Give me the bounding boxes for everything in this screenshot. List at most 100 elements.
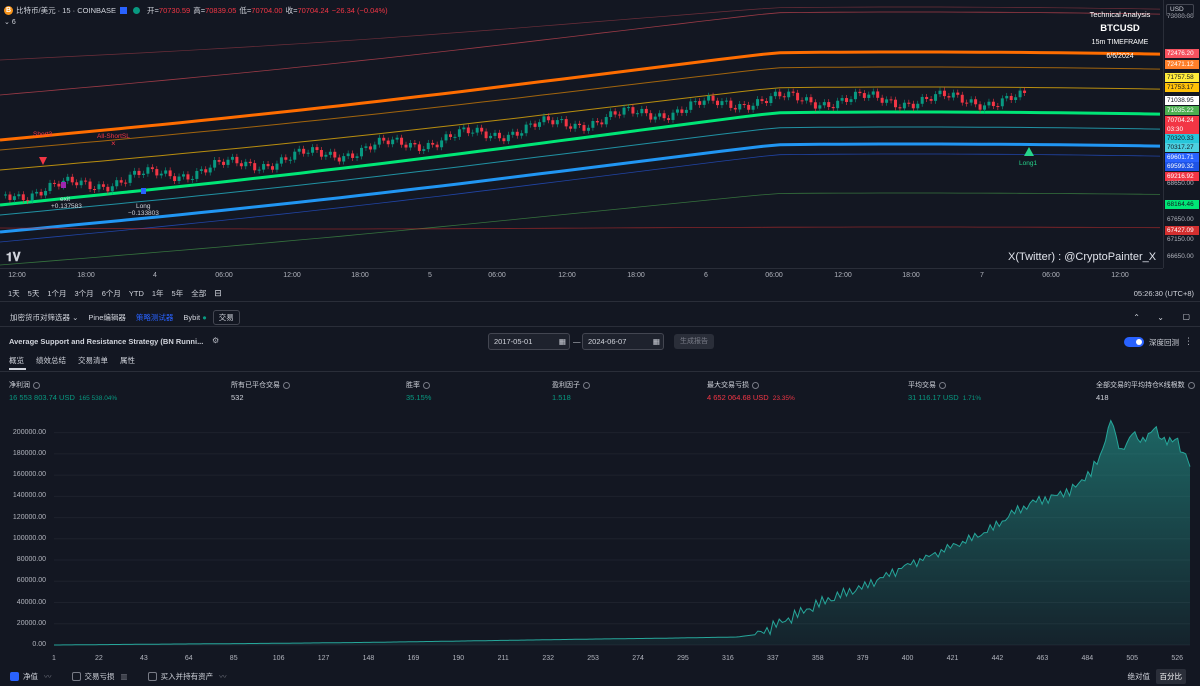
time-axis-label: 06:00 [215,272,233,279]
stat-label: 所有已平仓交易 [231,380,290,390]
candle [698,101,702,105]
candle [502,138,506,142]
tradingview-logo-icon[interactable]: 𝟏𝐕 [6,250,21,264]
candle [974,99,978,105]
buy-hold-checkbox[interactable] [147,672,157,681]
range-5d[interactable]: 5天 [27,289,40,298]
price-axis-label: 67150.00 [1167,236,1194,243]
equity-y-tick: 20000.00 [16,619,46,627]
tab-overview[interactable]: 概览 [9,356,24,365]
candle [426,142,430,150]
date-from-input[interactable]: 2017-05-01 ▦ [488,333,570,350]
symbol-title[interactable]: 比特币/美元 · 15 · COINBASE [16,5,117,15]
equity-chart[interactable] [0,410,1200,666]
tab-pine-editor[interactable]: Pine编辑器 [88,313,126,322]
info-icon[interactable] [583,381,590,389]
chevron-down-icon[interactable]: ⌄ [1157,313,1164,322]
tab-performance[interactable]: 绩效总结 [36,356,66,365]
info-icon[interactable] [283,381,290,389]
candle [551,120,555,125]
time-axis-label: 12:00 [8,272,26,279]
stat-label: 盈利因子 [552,380,590,390]
range-1m[interactable]: 1个月 [47,289,67,298]
overlay-line-1: Technical Analysis [1089,10,1151,19]
indicator-band [0,226,1161,230]
candle [319,150,323,157]
price-chart-canvas[interactable] [0,0,1163,268]
range-5y[interactable]: 5年 [171,289,184,298]
candle [168,170,172,177]
equity-checkbox[interactable] [10,672,19,681]
candle [466,127,470,134]
candle [684,109,688,113]
time-axis-label: 12:00 [283,272,301,279]
candle [996,106,1000,108]
candle [618,114,622,116]
price-axis-label: 71038.95 [1165,96,1199,105]
tab-trade-list[interactable]: 交易清单 [78,356,108,365]
trade-button[interactable]: 交易 [212,310,240,325]
range-3m[interactable]: 3个月 [74,289,94,298]
tab-strategy-tester[interactable]: 策略测试器 [135,313,174,322]
candle [894,99,897,108]
candle [675,109,679,113]
candle [569,126,573,129]
range-1d[interactable]: 1天 [8,289,20,298]
range-bar: 1天 5天 1个月 3个月 6个月 YTD 1年 5年 全部 ⊟ 05:26:3… [0,286,1200,302]
indicator-count-value: 6 [11,19,16,26]
range-1y[interactable]: 1年 [151,289,164,298]
time-axis-label: 18:00 [351,272,369,279]
strategy-title[interactable]: Average Support and Resistance Strategy … [9,337,204,346]
more-icon[interactable]: ⋮ [1184,336,1193,346]
candle [395,137,399,140]
drawdown-checkbox[interactable] [71,672,81,681]
indicator-band [0,110,1161,207]
range-ytd[interactable]: YTD [128,289,144,298]
generate-report-button[interactable]: 生成报告 [674,334,714,349]
candle [542,116,546,123]
status-dot-icon: ● [202,313,207,322]
info-icon[interactable] [1187,381,1195,389]
candle [529,123,533,125]
maximize-icon[interactable]: ▢ [1182,312,1190,321]
candle [373,144,377,150]
settings-icon[interactable]: ⚙ [212,336,220,345]
tab-properties[interactable]: 属性 [120,356,135,365]
candle [88,181,92,190]
info-icon[interactable] [423,381,430,389]
candle [622,107,626,115]
percent-button[interactable]: 百分比 [1155,669,1186,684]
info-icon[interactable] [939,381,946,389]
currency-badge[interactable]: USD [1166,4,1194,16]
candle [751,105,755,110]
absolute-button[interactable]: 绝对值 [1127,672,1151,681]
candle [66,176,70,181]
deep-backtest-toggle[interactable] [1124,337,1144,347]
range-6m[interactable]: 6个月 [101,289,121,298]
utc-clock[interactable]: 05:26:30 (UTC+8) [1133,289,1194,298]
info-icon[interactable] [33,381,40,389]
price-axis-label: 72476.20 [1165,49,1199,58]
candle [1000,98,1004,107]
price-axis[interactable]: 73000.00 72476.20 72471.12 71757.58 71753.17… [1163,0,1200,268]
tab-bybit[interactable]: Bybit ● [183,313,206,322]
candle [493,132,497,136]
candle [1018,90,1022,98]
candle [609,111,613,118]
indicator-count[interactable]: ⌄ 6 [4,18,16,26]
candle [173,176,177,182]
drawdown-bars-icon: ▥ [120,672,128,681]
candle [644,108,648,114]
info-icon[interactable] [752,381,759,389]
chevron-up-icon[interactable]: ⌃ [1133,313,1140,322]
time-axis[interactable]: 12:00 18:00 4 06:00 12:00 18:00 5 06:00 12:00 18:… [0,268,1163,282]
date-to-input[interactable]: 2024-06-07 ▦ [582,333,664,350]
range-all[interactable]: 全部 [191,289,207,298]
stat-value: 532 [231,393,244,402]
price-chart[interactable] [0,0,1200,286]
candle [333,151,337,158]
tab-crypto-screener[interactable]: 加密货币对筛选器 ⌄ [10,312,78,323]
calendar-range-icon[interactable]: ⊟ [214,288,222,298]
symbol-legend[interactable]: B 比特币/美元 · 15 · COINBASE 开= 70730.59 高= 70… [4,4,388,16]
candle [364,146,368,148]
